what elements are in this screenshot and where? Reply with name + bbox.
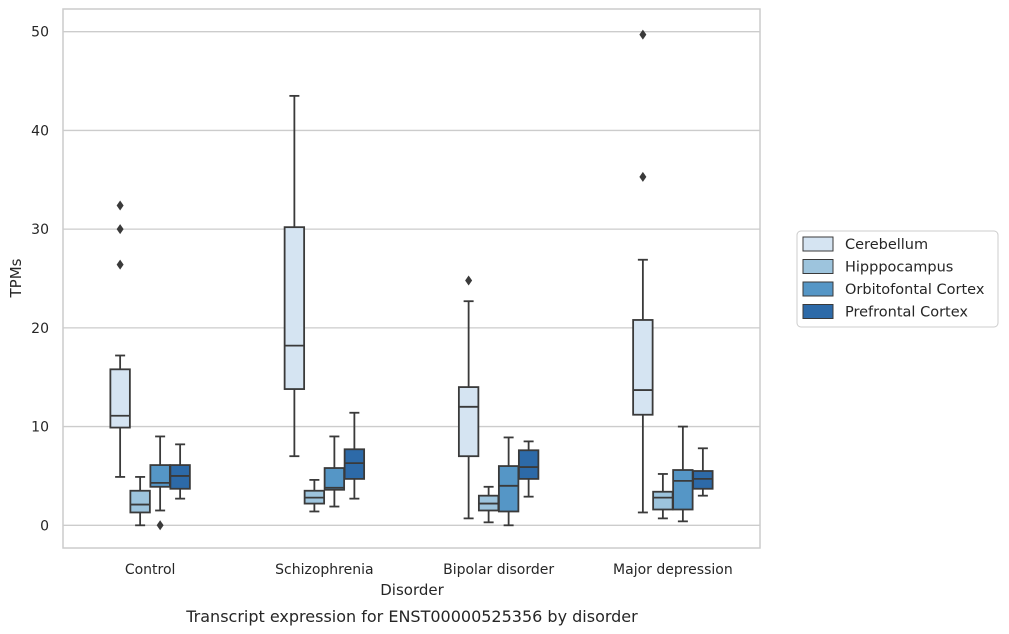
box-iqr xyxy=(497,465,520,513)
x-tick-label: Control xyxy=(125,562,176,578)
x-axis-ticks: Control Schizophrenia Bipolar disorder Majo… xyxy=(125,562,733,578)
y-axis-ticks: 0 10 20 30 40 50 xyxy=(31,25,49,535)
box xyxy=(457,275,480,520)
box-iqr xyxy=(692,470,714,490)
box xyxy=(109,200,131,478)
box-groups xyxy=(109,29,714,531)
box-iqr xyxy=(109,368,131,429)
y-tick-label: 20 xyxy=(31,321,49,337)
box xyxy=(497,436,520,527)
box-iqr xyxy=(632,319,654,416)
box xyxy=(303,478,326,513)
x-tick-label: Bipolar disorder xyxy=(443,562,554,578)
legend-swatch xyxy=(802,281,834,297)
x-axis-title: Disorder xyxy=(380,581,444,599)
outlier-point xyxy=(116,259,124,270)
y-tick-label: 10 xyxy=(31,420,49,436)
box-iqr xyxy=(652,490,674,511)
plot-area xyxy=(62,8,761,549)
y-tick-label: 0 xyxy=(40,518,49,534)
y-tick-label: 50 xyxy=(31,25,49,41)
outlier-point xyxy=(639,29,647,40)
box xyxy=(692,447,714,497)
box xyxy=(129,476,151,527)
legend: Cerebellum Hipppocampus Orbitofontal Corte… xyxy=(796,230,999,328)
box-iqr xyxy=(323,467,346,491)
legend-label: Prefrontal Cortex xyxy=(845,305,968,321)
legend-label: Orbitofontal Cortex xyxy=(845,282,985,298)
x-tick-label: Schizophrenia xyxy=(275,562,373,578)
box xyxy=(517,440,540,498)
box-iqr xyxy=(672,469,694,511)
y-axis-title: TPMs xyxy=(7,258,25,298)
figure-caption: Transcript expression for ENST0000052535… xyxy=(185,607,638,626)
outlier-point xyxy=(465,275,473,286)
box xyxy=(283,94,306,458)
box xyxy=(652,473,674,520)
legend-swatch xyxy=(802,236,834,252)
outlier-point xyxy=(116,200,124,211)
box xyxy=(672,425,694,523)
legend-frame xyxy=(796,230,999,328)
outlier-point xyxy=(116,224,124,235)
y-tick-label: 30 xyxy=(31,222,49,238)
outlier-point xyxy=(639,171,647,182)
box-iqr xyxy=(129,489,151,514)
box xyxy=(169,443,191,500)
x-tick-label: Major depression xyxy=(613,562,733,578)
legend-label: Cerebellum xyxy=(845,237,928,253)
box xyxy=(343,411,366,500)
legend-swatch xyxy=(802,259,834,274)
y-tick-label: 40 xyxy=(31,123,49,139)
outlier-point xyxy=(156,520,164,531)
box-iqr xyxy=(283,226,306,390)
box-iqr xyxy=(517,449,540,480)
box xyxy=(632,29,654,514)
box-iqr xyxy=(169,464,191,490)
box-iqr xyxy=(343,448,366,480)
box-iqr xyxy=(457,386,480,458)
legend-label: Hipppocampus xyxy=(845,260,953,276)
legend-swatch xyxy=(802,304,834,319)
